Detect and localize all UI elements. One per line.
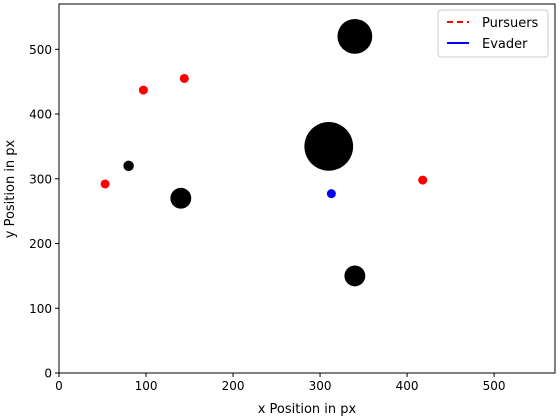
y-axis-ticks: 0 100 200 300 400 500 [29, 43, 59, 381]
legend-label-evader: Evader [482, 37, 528, 52]
x-axis-label: x Position in px [258, 402, 357, 417]
y-tick-label: 400 [29, 108, 52, 122]
y-tick-label: 500 [29, 43, 52, 57]
chart-marks [100, 18, 428, 287]
x-tick-label: 100 [135, 379, 158, 393]
obstacle-point-4 [123, 160, 134, 172]
legend-box [437, 9, 549, 58]
legend-label-pursuers: Pursuers [482, 16, 539, 31]
y-axis-label: y Position in px [3, 139, 18, 238]
x-axis-ticks: 0 100 200 300 400 500 [55, 373, 506, 393]
evader-point-1 [326, 189, 336, 199]
x-tick-label: 200 [222, 379, 245, 393]
y-tick-label: 100 [29, 302, 52, 316]
pursuer-point-4 [418, 175, 428, 185]
obstacle-point-5 [344, 265, 366, 287]
y-tick-label: 200 [29, 237, 52, 251]
x-tick-label: 400 [396, 379, 419, 393]
pursuer-point-2 [179, 73, 189, 83]
obstacle-point-2 [304, 122, 354, 171]
x-tick-label: 300 [309, 379, 332, 393]
x-tick-label: 0 [55, 379, 63, 393]
x-tick-label: 500 [483, 379, 506, 393]
obstacle-point-3 [170, 187, 192, 209]
plot-frame [58, 3, 556, 374]
y-tick-label: 0 [44, 367, 52, 381]
y-tick-label: 300 [29, 172, 52, 186]
obstacle-point-1 [337, 18, 373, 54]
pursuer-point-3 [100, 179, 110, 189]
pursuer-point-1 [138, 85, 148, 95]
legend: Pursuers Evader [437, 9, 549, 58]
